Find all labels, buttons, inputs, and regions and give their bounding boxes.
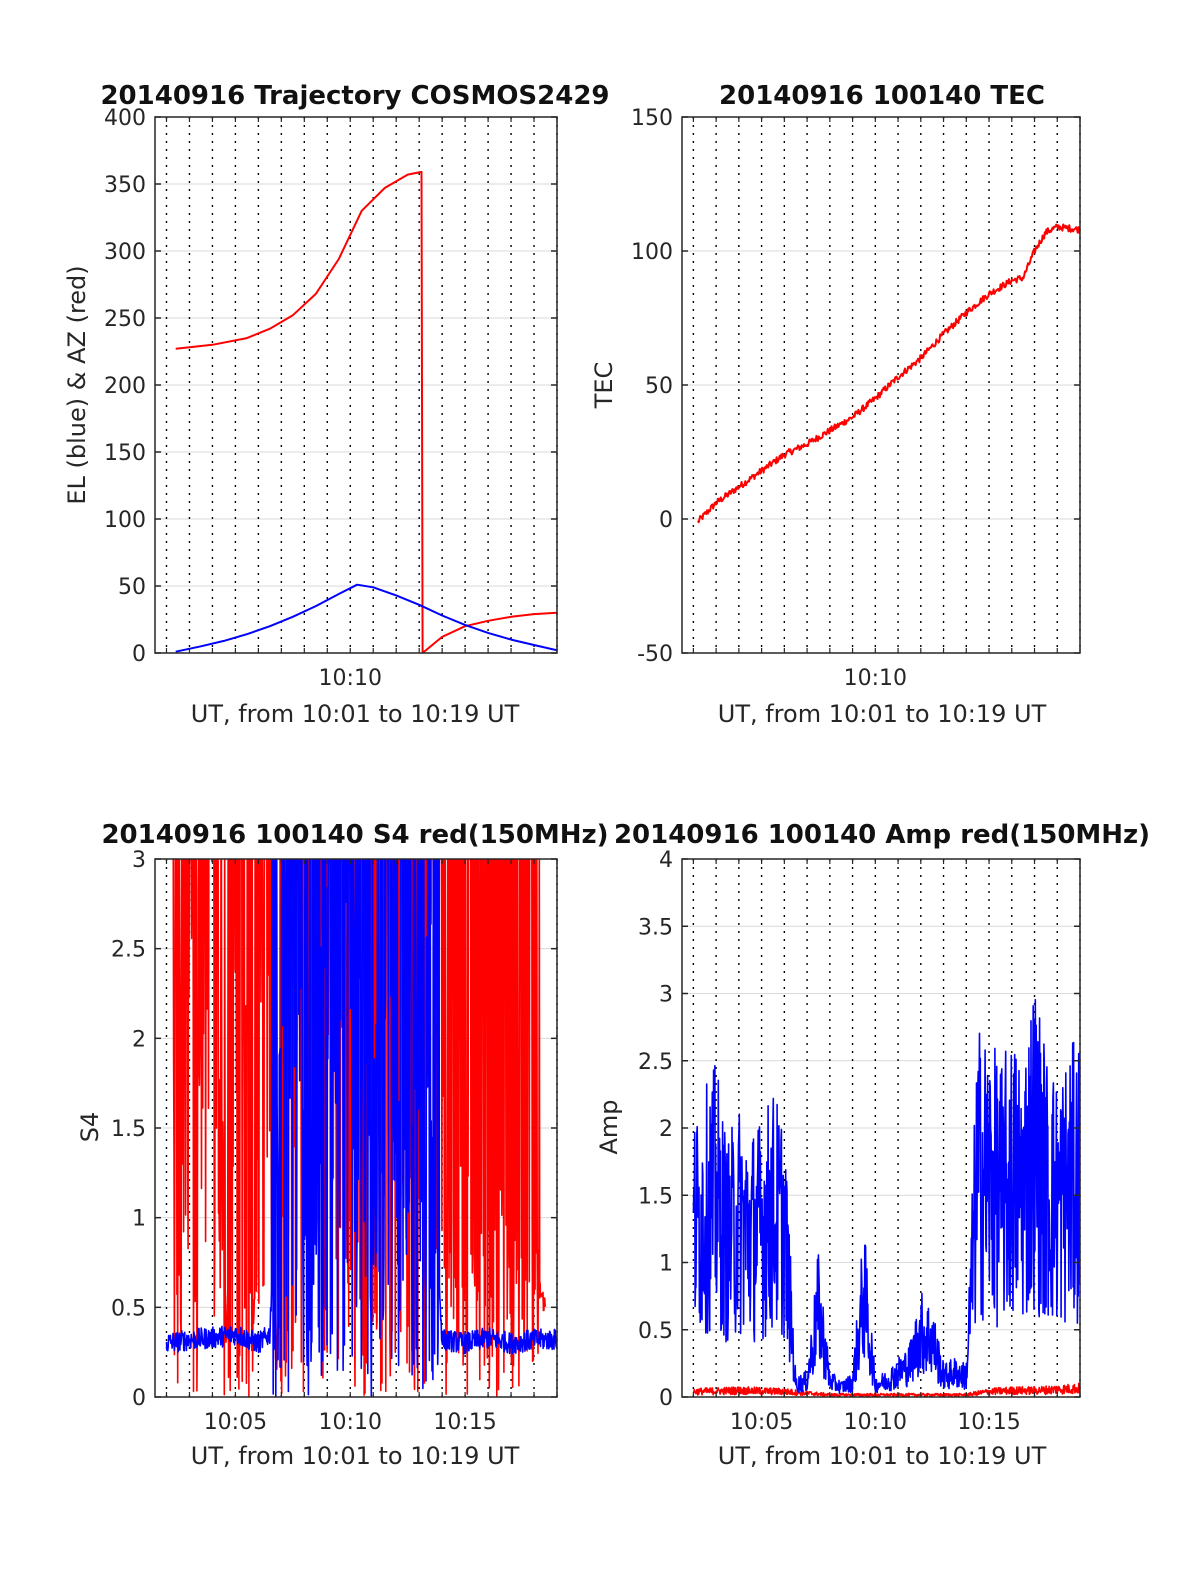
panel-amp: 20140916 100140 Amp red(150MHz) Amp UT, …: [595, 820, 1150, 1470]
data-series-line: [692, 998, 1080, 1395]
x-axis-label: UT, from 10:01 to 10:19 UT: [718, 700, 1047, 728]
x-tick-label: 10:10: [319, 666, 382, 691]
y-tick-label: 150: [631, 106, 673, 131]
chart-title: 20140916 100140 TEC: [719, 81, 1045, 111]
y-tick-label: 2: [659, 1117, 673, 1142]
y-tick-label: 0: [132, 642, 146, 667]
y-tick-label: 1.5: [638, 1184, 673, 1209]
series-group: [175, 170, 557, 653]
series-group: [165, 859, 557, 1397]
data-series-line: [175, 170, 557, 653]
y-tick-label: 300: [104, 240, 146, 265]
x-tick-label: 10:05: [204, 1410, 267, 1435]
y-tick-label: 0.5: [111, 1296, 146, 1321]
y-tick-label: 150: [104, 441, 146, 466]
y-tick-label: 4: [659, 848, 673, 873]
y-tick-label: 200: [104, 374, 146, 399]
panel-s4: 20140916 100140 S4 red(150MHz) S4 UT, fr…: [76, 820, 609, 1470]
chart-title: 20140916 100140 S4 red(150MHz): [101, 820, 608, 850]
y-tick-label: 0: [659, 1386, 673, 1411]
x-tick-label: 10:10: [844, 1410, 907, 1435]
panel-trajectory: 20140916 Trajectory COSMOS2429 EL (blue)…: [63, 81, 610, 728]
series-group: [692, 998, 1080, 1397]
x-axis-label: UT, from 10:01 to 10:19 UT: [191, 700, 520, 728]
y-tick-label: 1.5: [111, 1117, 146, 1142]
x-tick-label: 10:15: [433, 1410, 496, 1435]
y-tick-label: 2: [132, 1027, 146, 1052]
y-axis-label: S4: [76, 1112, 104, 1143]
y-tick-label: 3.5: [638, 915, 673, 940]
data-series-line: [697, 223, 1080, 524]
y-axis-label: Amp: [595, 1099, 623, 1154]
y-tick-label: 0: [132, 1386, 146, 1411]
y-tick-label: 3: [659, 983, 673, 1008]
x-tick-label: 10:15: [957, 1410, 1020, 1435]
y-tick-label: 3: [132, 848, 146, 873]
y-tick-label: 50: [645, 374, 673, 399]
y-tick-label: 2.5: [111, 938, 146, 963]
y-tick-label: 50: [118, 575, 146, 600]
chart-title: 20140916 Trajectory COSMOS2429: [100, 81, 609, 111]
y-axis-label: TEC: [590, 362, 618, 410]
y-tick-label: 1: [132, 1207, 146, 1232]
data-series-line: [175, 583, 557, 653]
plot-tec: -50 0 50 100 150 10:10: [631, 106, 1081, 691]
series-group: [697, 223, 1080, 524]
plot-trajectory: 0 50 100 150 200 250 300 350 400 10:10: [104, 106, 558, 691]
plot-amp: 0 0.5 1 1.5 2 2.5 3 3.5 4 10:05 10:10 10:15: [638, 848, 1081, 1435]
y-tick-label: 350: [104, 173, 146, 198]
y-tick-label: 100: [631, 240, 673, 265]
y-tick-label: 1: [659, 1252, 673, 1277]
y-axis-label: EL (blue) & AZ (red): [63, 265, 91, 504]
plot-s4: 0 0.5 1 1.5 2 2.5 3 10:05 10:10 10:15: [111, 848, 558, 1435]
y-tick-label: -50: [637, 642, 673, 667]
x-tick-label: 10:05: [730, 1410, 793, 1435]
y-tick-label: 100: [104, 508, 146, 533]
data-series-line: [165, 859, 557, 1397]
y-tick-label: 0.5: [638, 1319, 673, 1344]
chart-title: 20140916 100140 Amp red(150MHz): [614, 820, 1150, 850]
data-series-line: [692, 1382, 1080, 1397]
y-tick-label: 400: [104, 106, 146, 131]
y-tick-label: 2.5: [638, 1050, 673, 1075]
y-tick-label: 250: [104, 307, 146, 332]
x-tick-label: 10:10: [319, 1410, 382, 1435]
x-axis-label: UT, from 10:01 to 10:19 UT: [718, 1442, 1047, 1470]
y-tick-label: 0: [659, 508, 673, 533]
x-axis-label: UT, from 10:01 to 10:19 UT: [191, 1442, 520, 1470]
x-tick-label: 10:10: [844, 666, 907, 691]
panel-tec: 20140916 100140 TEC TEC UT, from 10:01 t…: [590, 81, 1047, 728]
